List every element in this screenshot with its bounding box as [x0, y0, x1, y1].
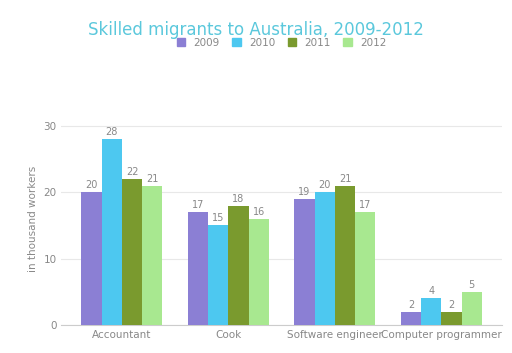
Bar: [102, 139, 122, 325]
Bar: [401, 311, 421, 325]
Text: 17: 17: [359, 200, 371, 210]
Bar: [421, 298, 441, 325]
Bar: [188, 212, 208, 325]
Text: Skilled migrants to Australia, 2009-2012: Skilled migrants to Australia, 2009-2012: [88, 21, 424, 39]
Bar: [249, 219, 269, 325]
Text: 2: 2: [449, 300, 455, 310]
Bar: [355, 212, 375, 325]
Y-axis label: in thousand workers: in thousand workers: [28, 166, 38, 272]
Text: 22: 22: [126, 167, 138, 177]
Bar: [81, 192, 102, 325]
Text: 20: 20: [318, 180, 331, 190]
Text: 16: 16: [252, 207, 265, 217]
Text: 18: 18: [232, 194, 245, 204]
Bar: [142, 186, 162, 325]
Bar: [294, 199, 314, 325]
Text: 4: 4: [428, 286, 434, 296]
Text: 20: 20: [86, 180, 98, 190]
Text: 19: 19: [298, 187, 311, 197]
Bar: [335, 186, 355, 325]
Bar: [228, 205, 249, 325]
Text: 21: 21: [339, 174, 351, 184]
Bar: [461, 292, 482, 325]
Bar: [208, 226, 228, 325]
Bar: [314, 192, 335, 325]
Text: 5: 5: [468, 280, 475, 290]
Text: 17: 17: [192, 200, 204, 210]
Legend: 2009, 2010, 2011, 2012: 2009, 2010, 2011, 2012: [177, 38, 387, 48]
Bar: [441, 311, 461, 325]
Text: 2: 2: [408, 300, 414, 310]
Text: 15: 15: [212, 214, 224, 223]
Text: 28: 28: [105, 127, 118, 137]
Text: 21: 21: [146, 174, 158, 184]
Bar: [122, 179, 142, 325]
